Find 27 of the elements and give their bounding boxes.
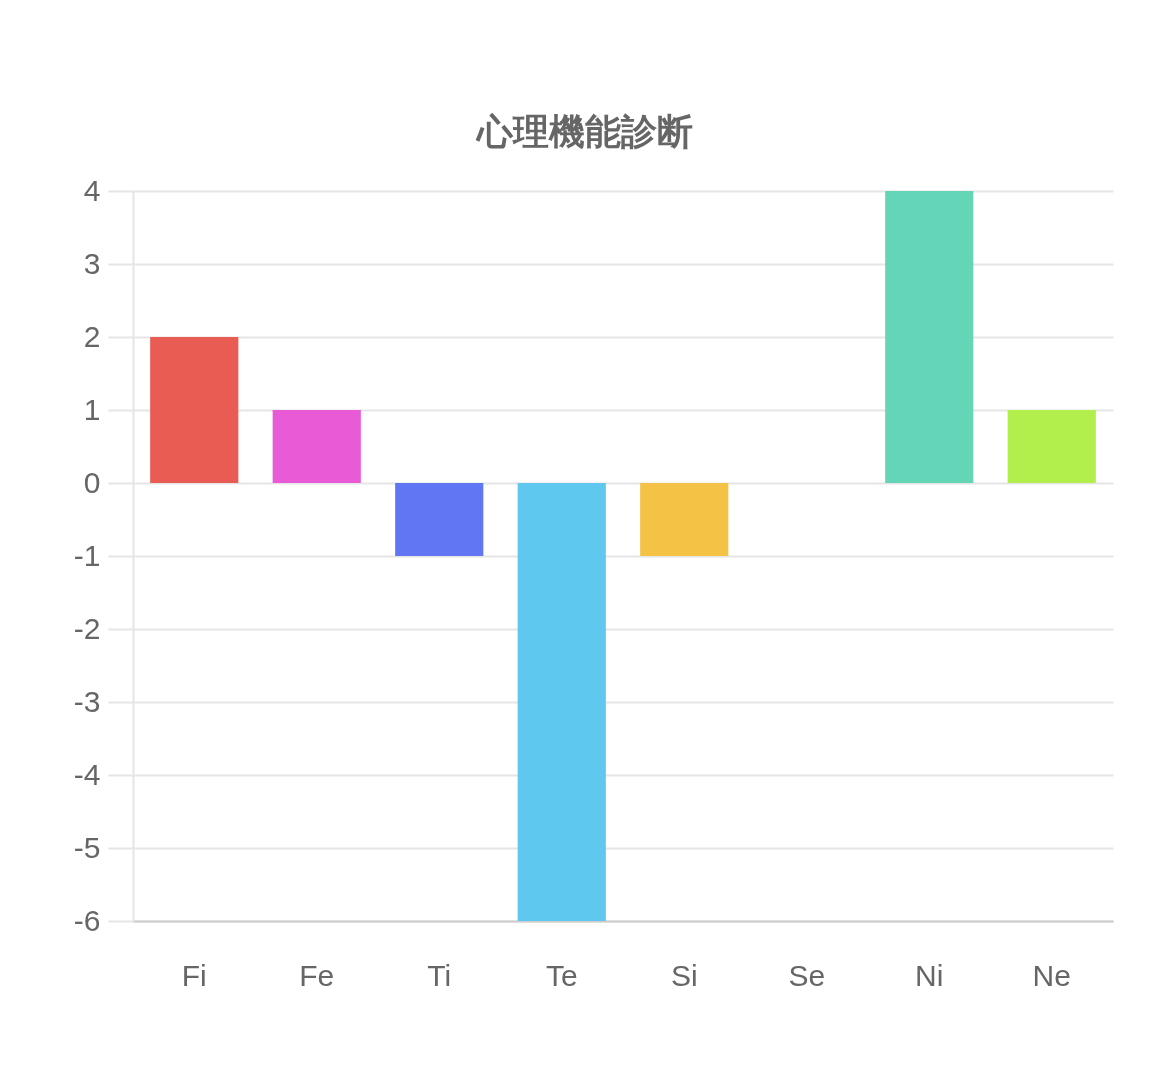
x-tick-label: Se: [788, 958, 826, 992]
y-tick-label: -5: [73, 830, 101, 864]
y-tick-label: 2: [83, 319, 101, 353]
chart-title: 心理機能診断: [475, 111, 693, 152]
y-tick-label: 1: [83, 392, 101, 426]
x-tick-label: Ne: [1032, 958, 1071, 992]
y-tick-label: -2: [73, 611, 101, 645]
bar: [395, 483, 484, 556]
x-tick-label: Ti: [427, 958, 452, 992]
x-tick-label: Ni: [915, 958, 944, 992]
bar: [150, 337, 239, 483]
bar: [272, 410, 361, 483]
y-tick-label: 0: [83, 465, 101, 499]
y-tick-label: -4: [73, 757, 101, 791]
x-tick-label: Fi: [181, 958, 207, 992]
x-tick-label: Fe: [299, 958, 335, 992]
bar: [1007, 410, 1096, 483]
bar: [885, 191, 974, 483]
y-tick-label: -3: [73, 684, 101, 718]
x-tick-label: Te: [545, 958, 578, 992]
bar: [517, 483, 606, 921]
bar: [640, 483, 729, 556]
y-tick-label: -1: [73, 538, 101, 572]
y-tick-label: 3: [83, 246, 101, 280]
x-tick-label: Si: [670, 958, 698, 992]
y-tick-label: -6: [73, 903, 101, 937]
y-tick-label: 4: [83, 173, 101, 207]
